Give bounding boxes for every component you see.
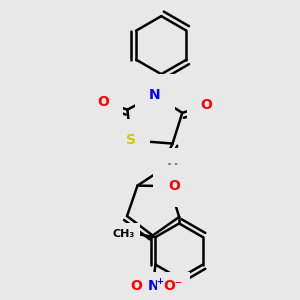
Text: O: O	[97, 94, 109, 109]
Text: CH₃: CH₃	[112, 229, 134, 239]
Text: H: H	[167, 162, 178, 176]
Text: O: O	[130, 278, 142, 292]
Text: +: +	[156, 277, 163, 286]
Text: N: N	[149, 88, 161, 102]
Text: N: N	[148, 278, 160, 292]
Text: S: S	[126, 133, 136, 147]
Text: O: O	[200, 98, 212, 112]
Text: O: O	[169, 179, 181, 193]
Text: O⁻: O⁻	[164, 278, 183, 292]
